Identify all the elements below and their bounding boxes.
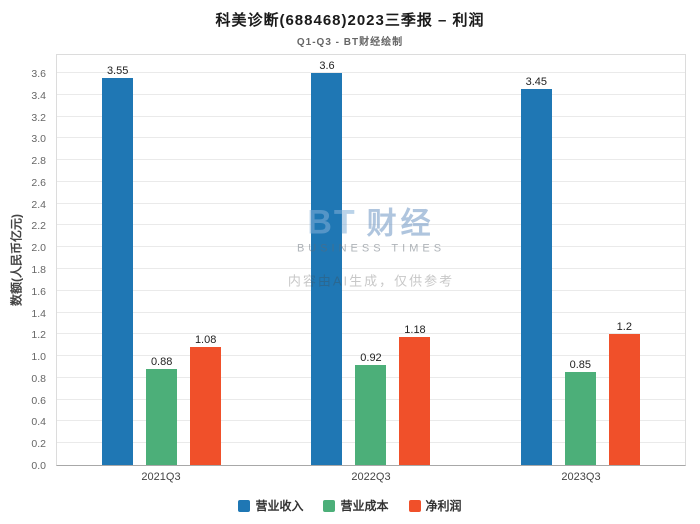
y-tick-label: 1.8	[31, 264, 46, 276]
legend-item[interactable]: 净利润	[408, 497, 462, 514]
y-tick-label: 1.4	[31, 307, 46, 320]
bar-value-label: 0.92	[360, 351, 382, 364]
bar-column: 0.85	[564, 359, 596, 465]
bar-series-0	[311, 73, 343, 465]
chart-title: 科美诊断(688468)2023三季报 – 利润	[215, 12, 485, 29]
y-tick-label: 1.0	[31, 351, 46, 364]
y-tick-label: 2.6	[31, 176, 46, 189]
bar-value-label: 1.2	[616, 321, 632, 334]
legend-item[interactable]: 营业收入	[238, 497, 303, 514]
legend-label: 营业收入	[255, 499, 304, 513]
gridline	[57, 333, 685, 335]
gridline	[57, 224, 685, 226]
gridline	[57, 159, 685, 161]
x-axis-label: 2022Q3	[351, 471, 391, 483]
gridline	[57, 202, 685, 204]
bar-series-2	[608, 334, 640, 465]
y-tick-label: 2.8	[31, 155, 46, 168]
y-tick-label: 0.0	[31, 460, 46, 472]
plot-area: 3.55 0.88 1.08 3.6 0.92 1.18 3.45 0.85 1.2 BT 财经…	[56, 54, 686, 466]
bar-series-1	[564, 372, 596, 465]
legend-swatch	[323, 499, 336, 512]
bars-layer: 3.55 0.88 1.08 3.6 0.92 1.18 3.45 0.85 1.2	[57, 55, 685, 465]
bar-column: 1.18	[399, 323, 431, 465]
y-tick-label: 0.8	[31, 372, 46, 385]
bar-series-0	[520, 89, 552, 465]
gridline	[57, 311, 685, 313]
y-tick-label: 0.4	[31, 416, 46, 429]
legend-swatch	[408, 499, 421, 512]
bar-group: 3.6 0.92 1.18	[266, 55, 475, 465]
y-tick-label: 3.6	[31, 68, 46, 80]
bar-value-label: 3.55	[106, 65, 129, 78]
x-axis-label: 2021Q3	[141, 471, 181, 483]
gridline	[57, 268, 685, 269]
bar-column: 0.88	[146, 356, 178, 465]
gridline	[57, 115, 685, 117]
bar-value-label: 0.85	[569, 359, 592, 372]
bar-group: 3.45 0.85 1.2	[476, 55, 685, 465]
bar-value-label: 3.45	[525, 76, 548, 89]
y-tick-label: 3.4	[31, 89, 46, 102]
bar-value-label: 1.08	[194, 334, 217, 347]
bar-column: 3.6	[311, 60, 343, 465]
y-tick-label: 3.0	[31, 133, 46, 146]
bar-value-label: 1.18	[404, 323, 426, 336]
bar-series-2	[190, 347, 222, 465]
y-tick-label: 0.6	[31, 394, 46, 407]
y-tick-label: 3.2	[31, 111, 46, 124]
bar-column: 1.2	[608, 321, 640, 465]
y-tick-label: 1.6	[31, 285, 46, 298]
legend-item[interactable]: 营业成本	[323, 497, 389, 514]
x-axis: 2021Q3 2022Q3 2023Q3	[56, 471, 686, 483]
legend-label: 净利润	[425, 499, 462, 513]
bar-column: 3.45	[520, 76, 552, 465]
gridline	[57, 246, 685, 248]
y-tick-label: 2.4	[31, 198, 46, 211]
bar-value-label: 3.6	[319, 60, 335, 72]
gridline	[57, 289, 685, 291]
y-tick-label: 2.2	[31, 220, 46, 233]
bar-value-label: 0.88	[150, 356, 173, 369]
gridline	[57, 180, 685, 182]
bar-series-1	[146, 369, 178, 465]
bar-series-2	[399, 336, 431, 465]
bar-series-1	[355, 364, 387, 465]
gridline	[57, 93, 685, 95]
x-axis-label: 2023Q3	[561, 471, 601, 483]
bar-group: 3.55 0.88 1.08	[57, 55, 266, 465]
legend-swatch	[238, 499, 251, 512]
legend-label: 营业成本	[340, 499, 389, 513]
y-tick-label: 0.2	[31, 438, 46, 451]
y-tick-label: 2.0	[31, 242, 46, 255]
y-axis: 0.0 0.2 0.4 0.6 0.8 1.0 1.2 1.4 1.6 1.8 2.0 2.2 2.4 2…	[0, 54, 50, 472]
chart-subtitle: Q1-Q3 - BT财经绘制	[296, 37, 404, 48]
bar-series-0	[102, 78, 134, 465]
gridline	[57, 355, 685, 357]
bar-column: 3.55	[102, 65, 134, 465]
bar-column: 1.08	[190, 334, 222, 465]
gridline	[57, 72, 685, 73]
gridline	[57, 137, 685, 139]
legend: 营业收入 营业成本 净利润	[0, 497, 700, 514]
bar-column: 0.92	[355, 351, 387, 465]
y-tick-label: 1.2	[31, 329, 46, 342]
